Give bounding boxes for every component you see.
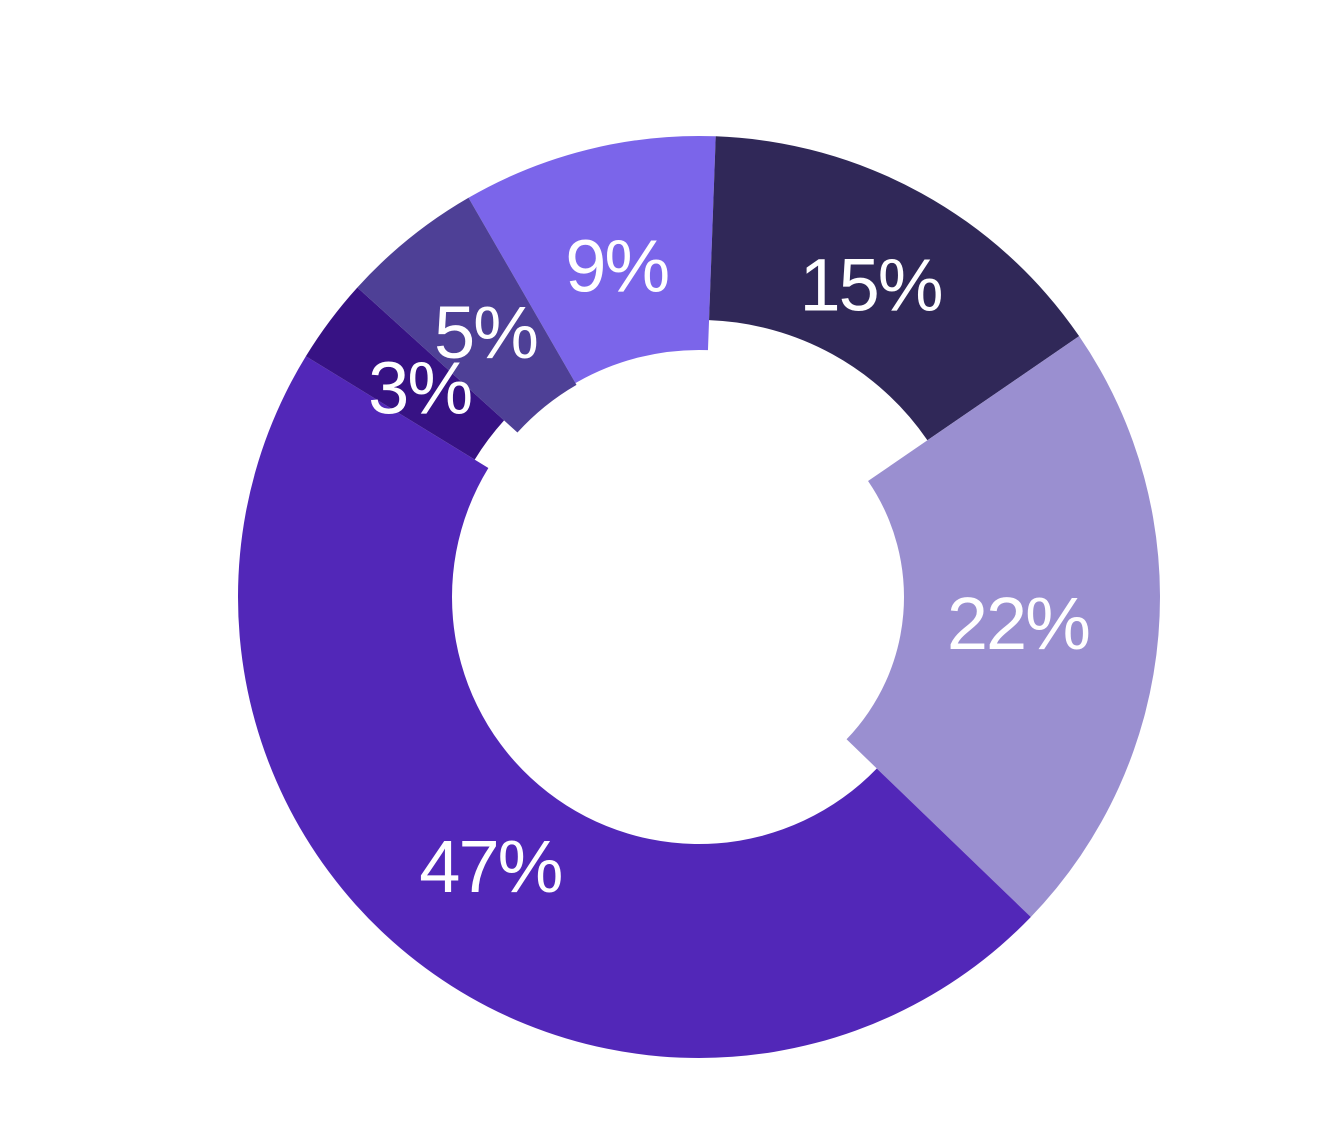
labels-layer: 9% 15% 22% 47% 3%5%: [368, 225, 1091, 909]
donut-slice-47: [238, 356, 1031, 1058]
slice-label-15: 15%: [800, 244, 942, 327]
donut-slice-15: [709, 136, 1080, 441]
donut-slice-22: [846, 336, 1160, 918]
slice-label-5: 5%: [434, 291, 537, 374]
donut-slice-5: [357, 197, 577, 433]
donut-slice-9: [468, 135, 716, 384]
slice-label-9: 9%: [565, 225, 668, 308]
donut-slice-3: [305, 287, 505, 460]
slices-layer: [238, 135, 1160, 1058]
slice-label-22: 22%: [947, 582, 1089, 665]
slice-label-47: 47%: [419, 825, 561, 908]
slice-label-3: 3%: [368, 346, 471, 429]
